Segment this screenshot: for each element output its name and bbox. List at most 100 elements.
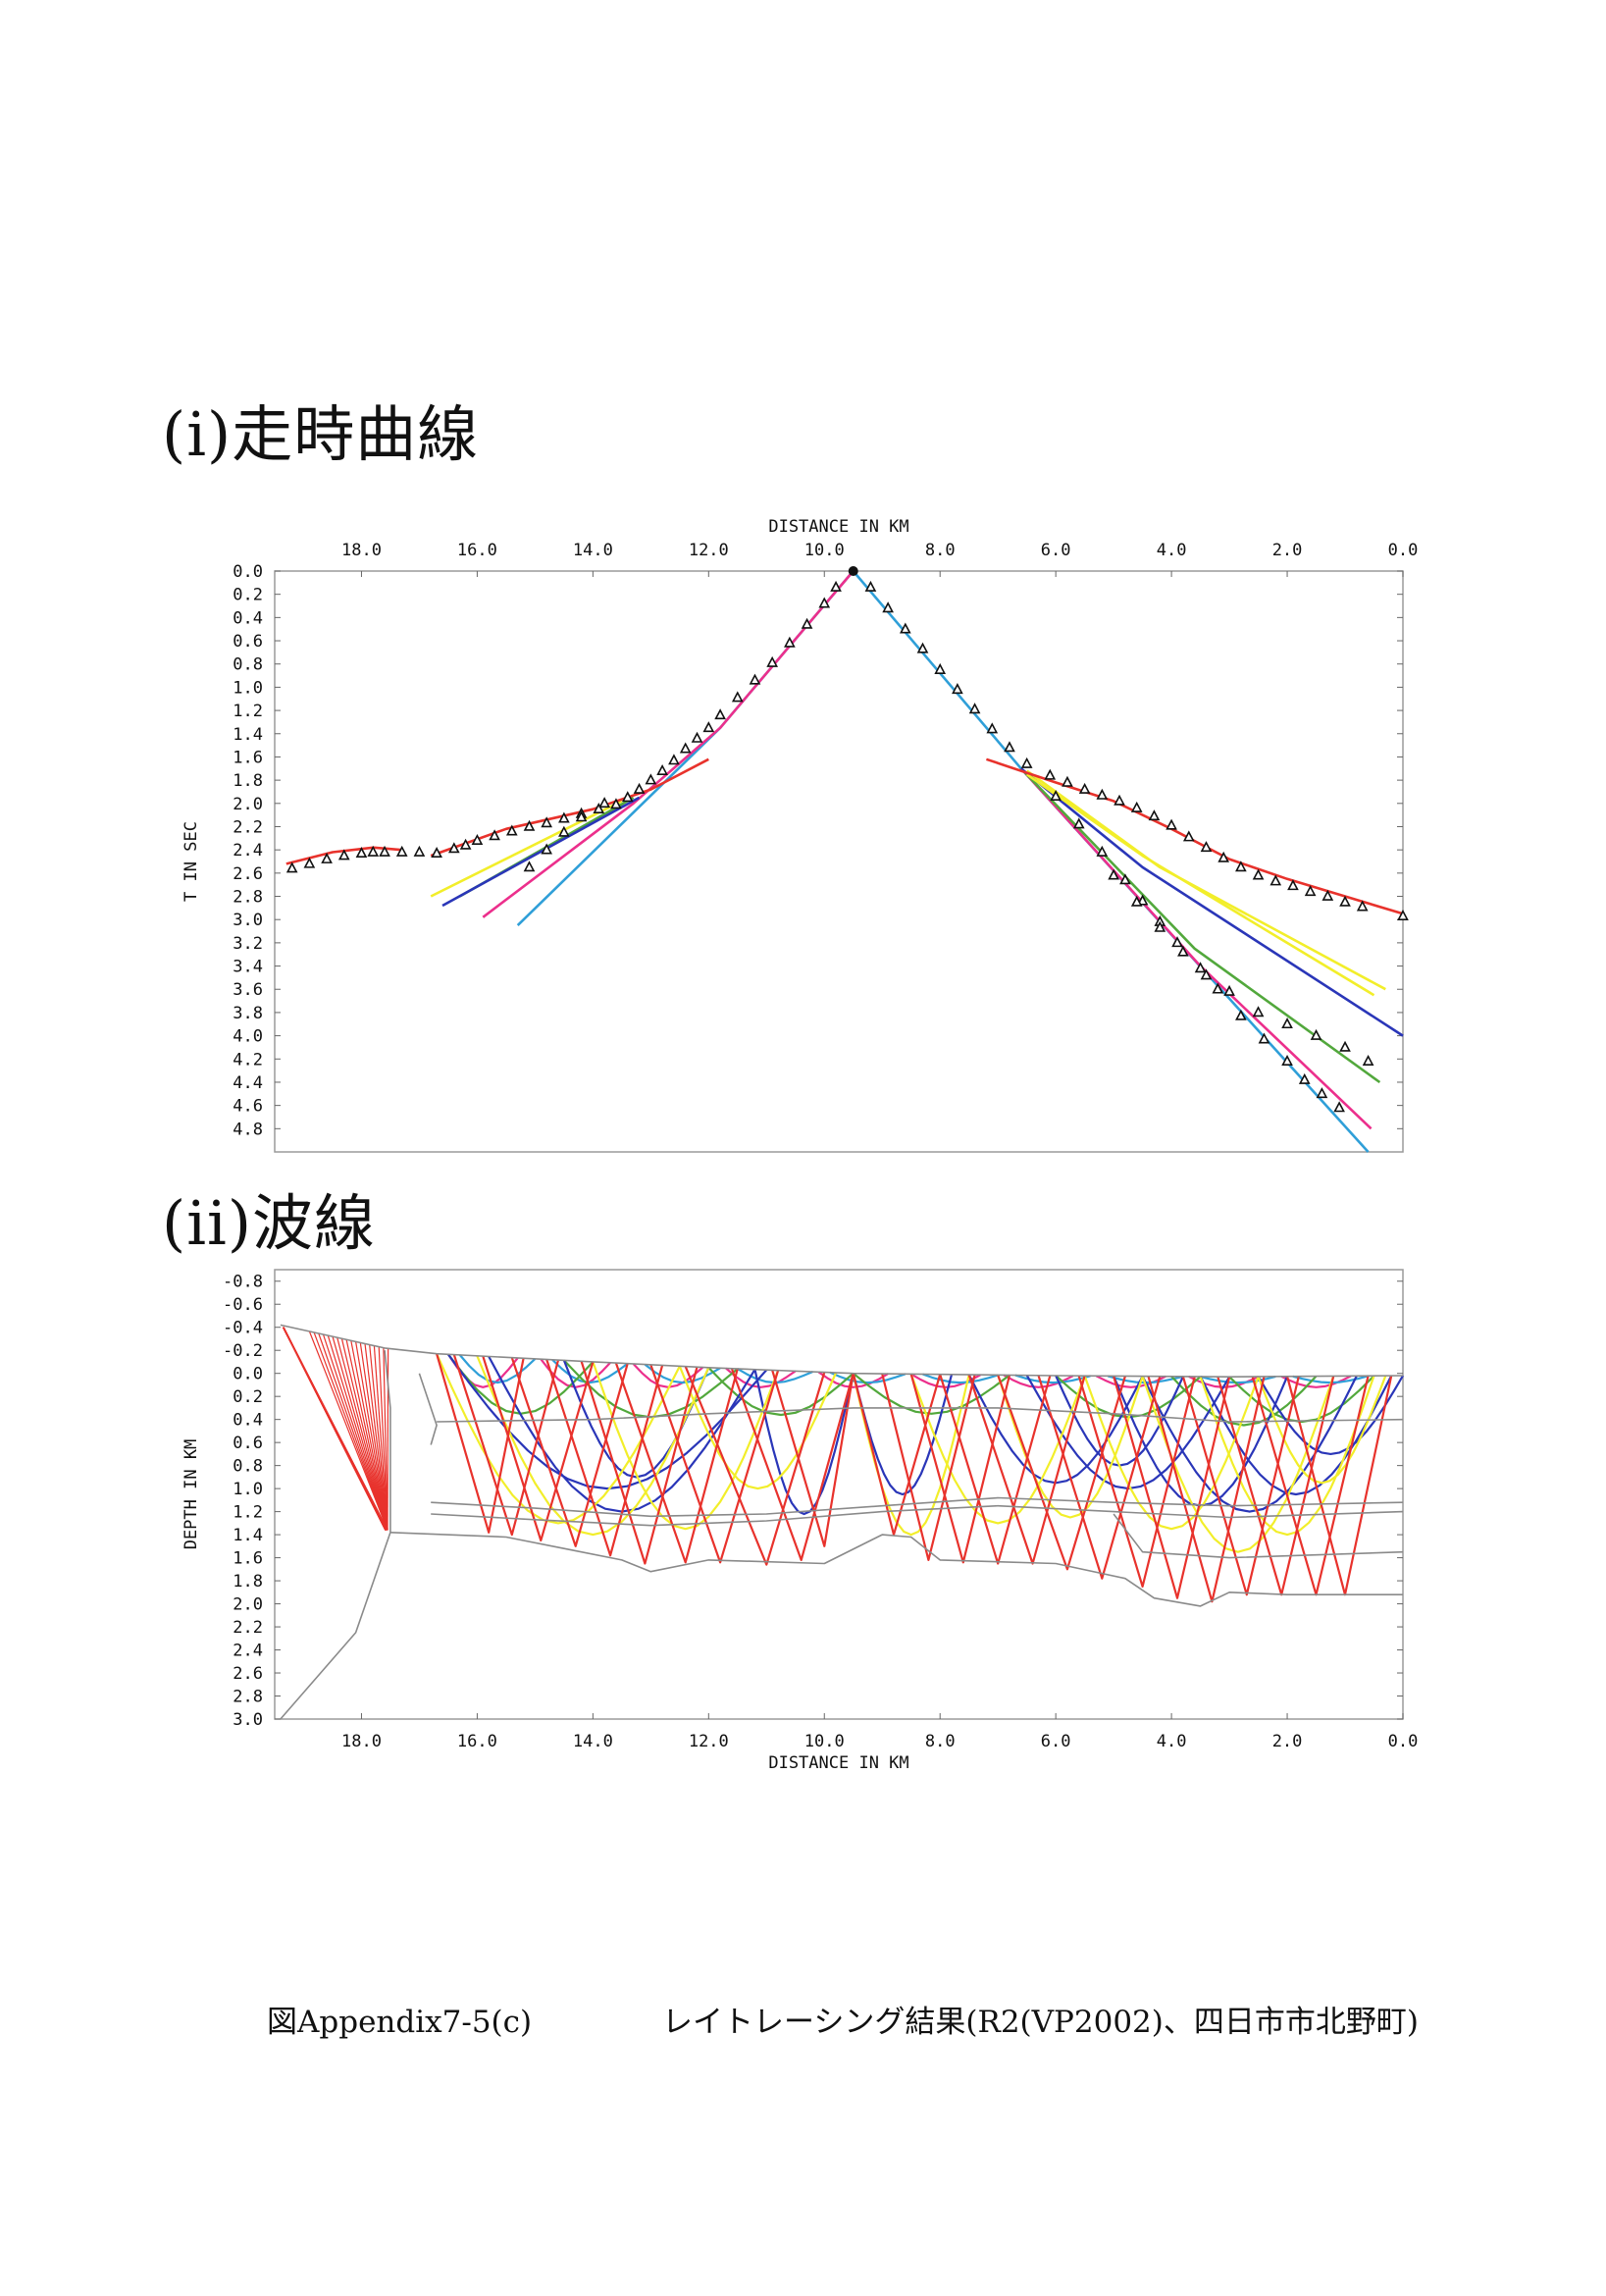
x-tick-label: 0.0 [1388,541,1419,560]
ray-path [378,1346,389,1531]
ray-path [771,1370,855,1547]
observed-point [1004,741,1015,753]
observed-point [952,683,963,695]
x-tick-label: 0.0 [1388,1732,1419,1751]
series-line-blue [1019,767,1404,1037]
observed-point [1223,984,1235,996]
y-tick-label: 0.2 [233,586,263,605]
x-tick-label: 12.0 [689,1732,729,1751]
x-tick-label: 6.0 [1041,541,1071,560]
y-tick-label: 3.0 [233,1710,263,1730]
observed-point [1200,968,1213,980]
ray-path [327,1334,389,1531]
y-tick-label: -0.8 [223,1273,263,1292]
travel-time-chart: 18.0 16.0 14.0 12.0 10.0 8.0 6.0 4.0 2.0 0.0 0.0 0.… [181,517,1419,1153]
y-tick-label: 1.8 [233,1572,263,1592]
ray-path [939,1374,1052,1565]
observed-point [431,847,442,859]
observed-point [801,617,813,629]
y-tick-label: 3.2 [233,934,263,954]
observed-point [523,819,536,831]
ray-path [458,1354,537,1384]
y-tick-label: 2.0 [233,1595,263,1615]
observed-point [1235,1009,1247,1020]
ray-path [592,1361,780,1531]
observed-point [766,655,779,667]
ray-path [482,1355,595,1542]
observed-point [882,601,894,613]
plot-frame [274,570,1404,1153]
observed-point [1171,936,1183,948]
observed-point [679,742,692,754]
ray-path [369,1344,389,1531]
section-title-ray-paths: (ii)波線 [162,1187,377,1259]
observed-point [1108,868,1119,880]
observed-point [1258,1032,1270,1044]
ray-path [817,1371,889,1388]
x-tick-label: 4.0 [1157,1732,1187,1751]
y-tick-label: 2.6 [233,1664,263,1684]
plot-frame [274,1269,1404,1720]
observed-point [1154,920,1166,932]
observed-point [968,703,981,714]
section-title-travel-time: (i)走時曲線 [162,398,480,470]
y-tick-label: 2.2 [233,1618,263,1638]
shot-point [848,566,858,576]
observed-point [731,691,744,703]
x-tick-label: 14.0 [573,1732,613,1751]
y-tick-label: 3.8 [233,1004,263,1023]
series-line-magenta [482,570,855,918]
observed-point [621,791,634,803]
observed-point [1148,809,1161,821]
observed-point [523,861,536,872]
x-tick-label: 14.0 [573,541,613,560]
ray-path [852,1373,942,1537]
ray-path [332,1335,389,1531]
observed-point [558,811,570,823]
ray-path [852,1373,954,1496]
x-tick-label: 8.0 [925,541,956,560]
y-tick-label: 2.2 [233,817,263,837]
ray-path [313,1331,389,1531]
series-line-blue [441,796,641,908]
observed-point [1096,845,1109,857]
observed-point [1269,874,1282,886]
ray-path [1257,1375,1387,1485]
observed-point [1130,801,1143,812]
observed-point [691,731,703,743]
observed-point [830,580,842,592]
y-tick-label: 1.2 [233,702,263,721]
observed-point [1333,1101,1345,1113]
ray-path [997,1375,1144,1519]
y-tick-label: 1.0 [233,678,263,698]
ray-path [922,1373,999,1384]
observed-point [645,773,657,785]
observed-point [337,849,350,861]
y-tick-label: 2.8 [233,888,263,908]
observed-point [1362,1054,1374,1066]
observed-point [934,662,947,674]
x-tick-label: 16.0 [457,541,497,560]
observed-point [1281,1018,1293,1029]
y-axis-label: T IN SEC [181,821,201,902]
ray-path [684,1366,826,1566]
ray-path [383,1347,389,1531]
y-tick-label: 2.8 [233,1688,263,1707]
y-tick-label: 0.2 [233,1387,263,1407]
ray-path [436,1353,681,1525]
y-tick-label: 2.4 [233,1642,263,1661]
x-tick-label: 8.0 [925,1732,956,1751]
ray-path [322,1333,389,1531]
observed-point [1304,885,1317,897]
ray-path [997,1375,1126,1571]
y-tick-label: 1.4 [233,725,263,745]
y-tick-label: 0.8 [233,1457,263,1477]
ray-path [853,1372,1010,1415]
ray-path [318,1332,389,1531]
ray-path [1181,1376,1300,1596]
x-tick-label: 2.0 [1272,1732,1303,1751]
observed-point [459,838,472,850]
observed-point [1339,1040,1351,1052]
y-tick-label: 4.2 [233,1050,263,1070]
layer-boundary [431,1504,1404,1527]
